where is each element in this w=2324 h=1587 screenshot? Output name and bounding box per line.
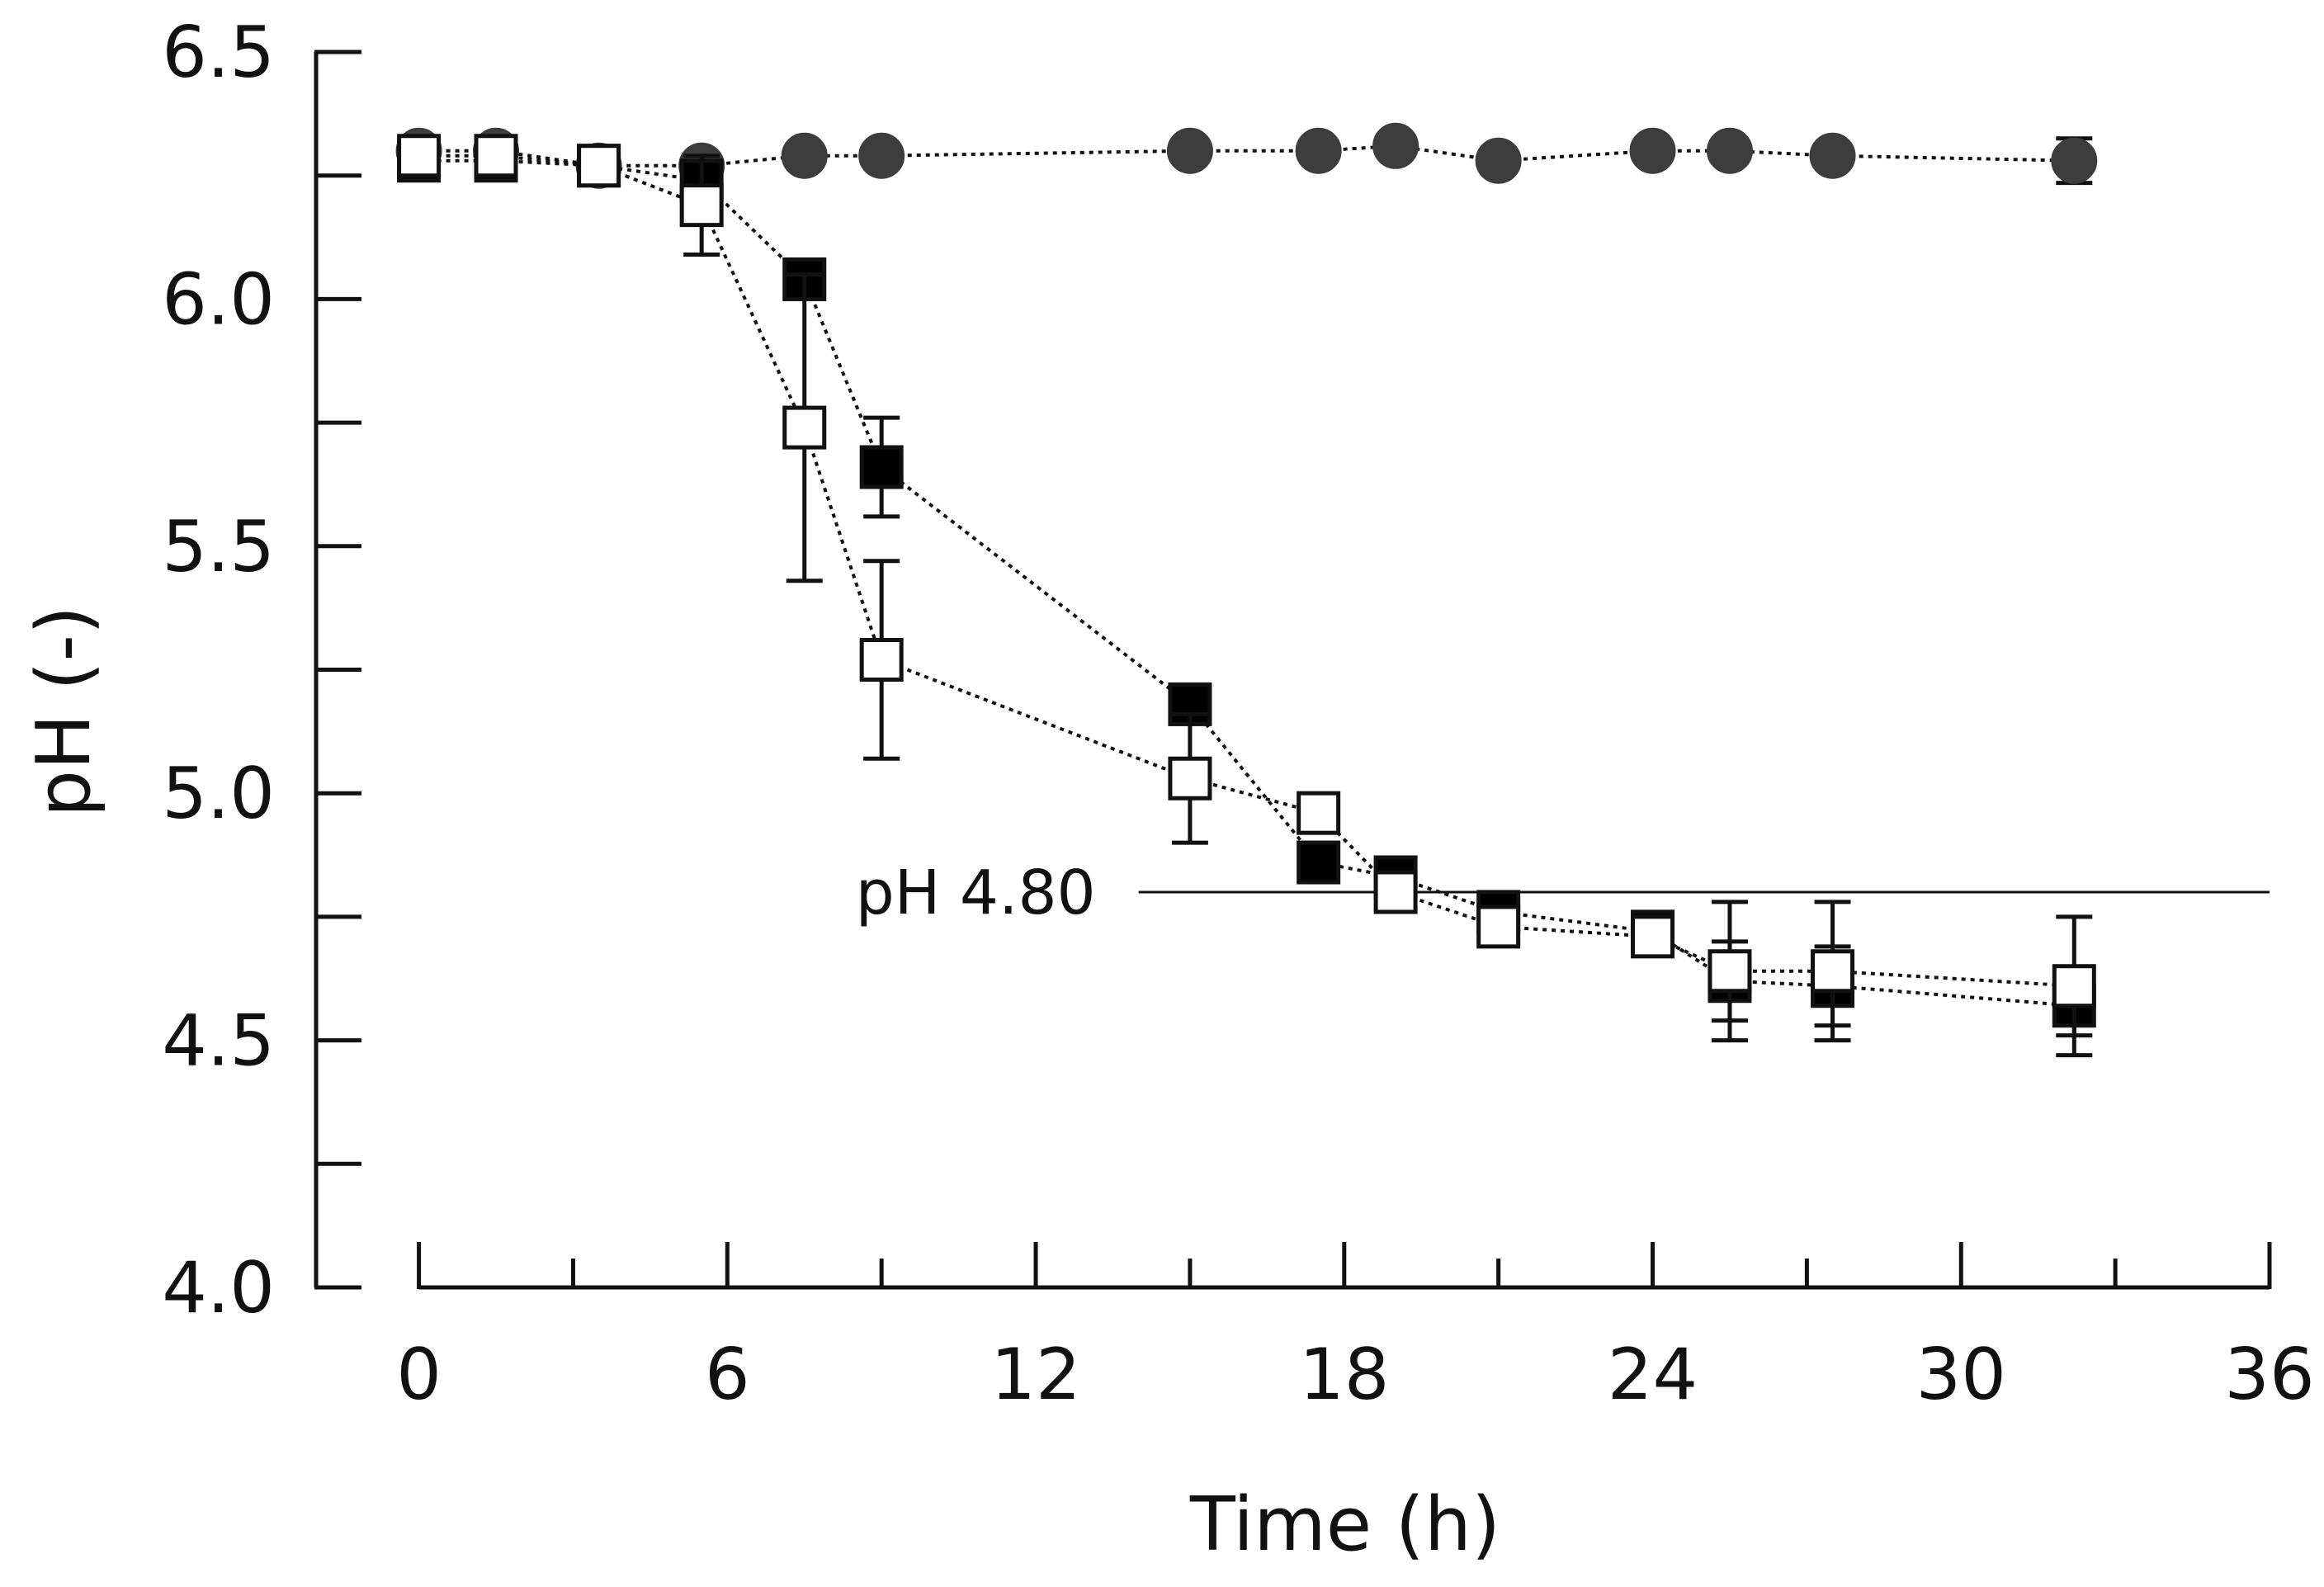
data-point-square	[1297, 791, 1341, 835]
data-point-square	[859, 638, 904, 683]
data-point-circle	[781, 132, 828, 179]
y-tick-label: 4.0	[162, 1247, 275, 1330]
x-tick-label: 12	[990, 1334, 1080, 1416]
y-tick-label: 4.5	[162, 1000, 275, 1083]
x-tick-label: 36	[2224, 1334, 2314, 1416]
data-point-circle	[1629, 127, 1676, 174]
series-line	[418, 158, 2075, 1008]
y-tick-label: 5.0	[162, 753, 275, 835]
x-axis-title: Time (h)	[1189, 1481, 1500, 1568]
data-point-circle	[1295, 127, 1342, 174]
data-point-square	[474, 134, 518, 178]
data-point-square	[577, 144, 621, 188]
data-point-square	[1476, 904, 1521, 949]
data-point-circle	[1372, 122, 1419, 169]
data-point-square	[1631, 914, 1675, 959]
y-tick-label: 6.0	[162, 258, 275, 341]
data-point-circle	[1475, 137, 1522, 184]
data-point-circle	[1809, 132, 1856, 179]
x-tick-label: 24	[1608, 1334, 1698, 1416]
data-point-square	[1708, 949, 1752, 994]
data-point-square	[859, 445, 904, 489]
series-line	[418, 154, 2075, 988]
data-point-circle	[1706, 127, 1753, 174]
x-tick-label: 30	[1916, 1334, 2006, 1416]
y-axis-title: pH (-)	[21, 606, 107, 817]
data-point-square	[397, 134, 442, 178]
x-tick-label: 18	[1299, 1334, 1389, 1416]
x-tick-label: 6	[705, 1334, 750, 1416]
data-point-square	[2052, 964, 2096, 1008]
y-tick-label: 5.5	[162, 506, 275, 588]
series-layer	[395, 122, 2098, 1058]
reference-line-label: pH 4.80	[856, 857, 1096, 928]
y-tick-label: 6.5	[162, 12, 275, 94]
data-point-square	[1168, 756, 1212, 801]
data-point-square	[1297, 840, 1341, 885]
series-open-squares	[397, 134, 2096, 1058]
data-point-square	[1811, 949, 1855, 994]
data-point-square	[1373, 870, 1418, 914]
data-point-circle	[1166, 127, 1213, 174]
axes: 4.0 4.5 5.0 5.5 6.0 6.5 0 6 12 18 24 30 36	[162, 12, 2315, 1416]
reference-line-group: pH 4.80	[856, 857, 2270, 928]
data-point-square	[782, 405, 827, 450]
x-tick-label: 0	[396, 1334, 442, 1416]
series-circles	[395, 122, 2098, 189]
data-point-square	[679, 183, 724, 228]
data-point-circle	[2051, 137, 2098, 184]
data-point-circle	[858, 132, 905, 179]
